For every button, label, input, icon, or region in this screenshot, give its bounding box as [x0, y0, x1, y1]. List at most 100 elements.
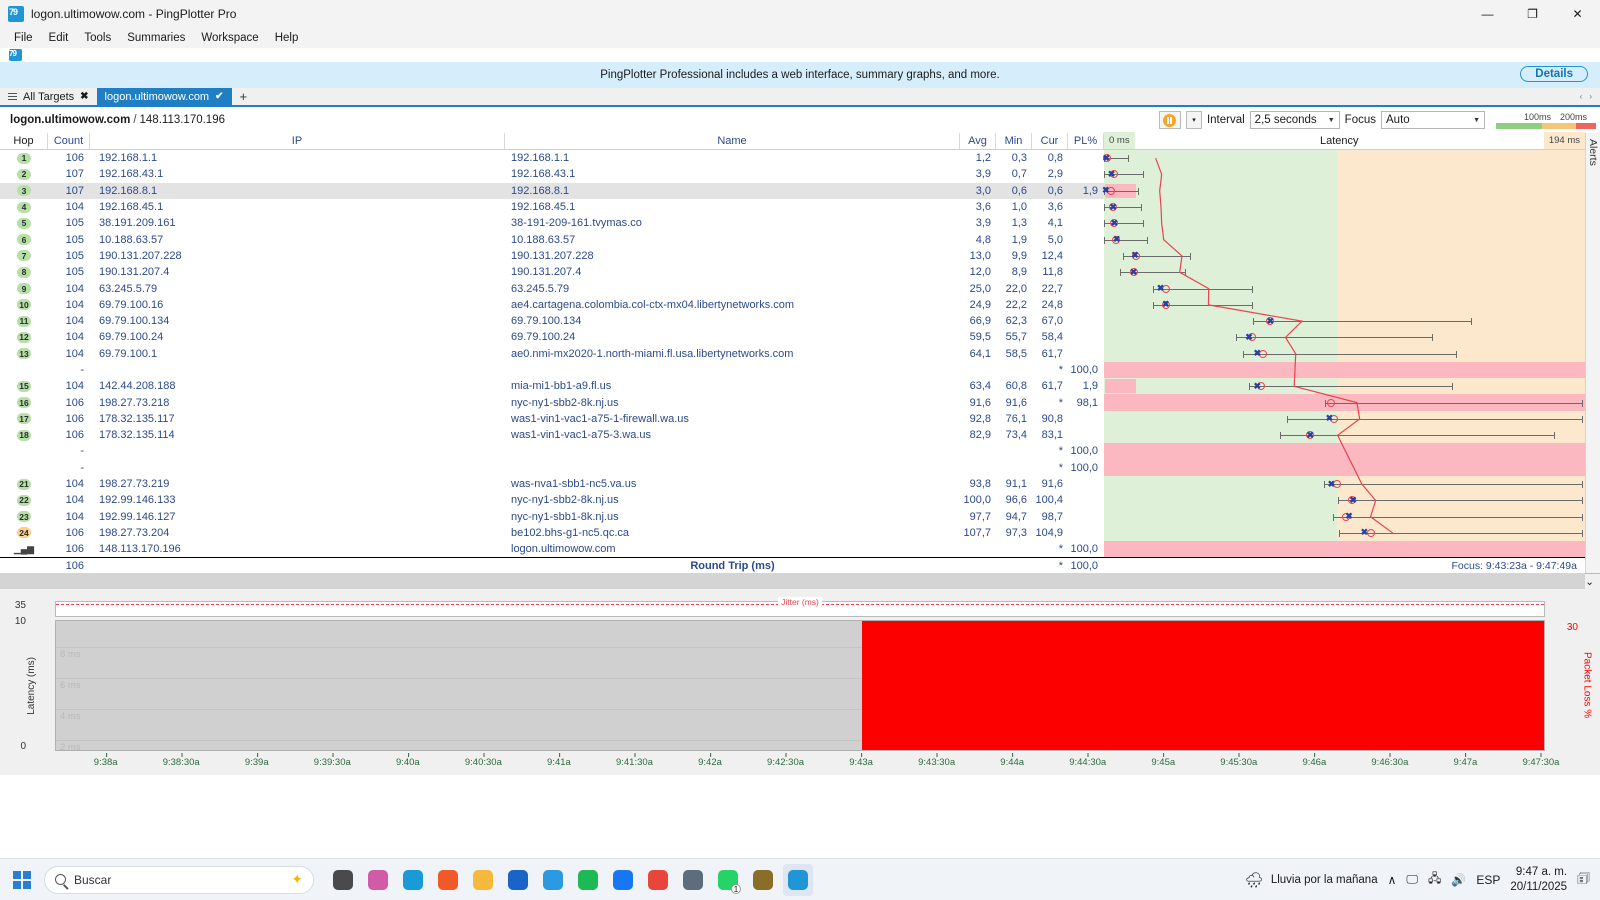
menu-summaries[interactable]: Summaries	[127, 31, 186, 44]
table-row[interactable]: 24 106 198.27.73.204 be102.bhs-g1-nc5.qc.ca…	[0, 524, 1585, 542]
latency-graph-cell[interactable]: ✖	[1104, 312, 1585, 330]
col-header-name[interactable]: Name	[505, 133, 960, 149]
table-row[interactable]: ▁▄▆ 106 148.113.170.196 logon.ultimowow.com…	[0, 541, 1585, 558]
timeline-plot-area[interactable]: 8 ms 6 ms 4 ms 2 ms	[55, 620, 1545, 753]
latency-graph-cell[interactable]: ✖	[1104, 475, 1585, 493]
table-row[interactable]: 23 104 192.99.146.127 nyc-ny1-sbb1-8k.nj.us…	[0, 508, 1585, 525]
table-row[interactable]: 21 104 198.27.73.219 was-nva1-sbb1-nc5.va.u…	[0, 475, 1585, 493]
table-row[interactable]: 2 107 192.168.43.1 192.168.43.1 3,9 0,7 2,9 ✖	[0, 166, 1585, 183]
volume-icon[interactable]: 🔊	[1451, 872, 1467, 887]
table-row[interactable]: 7 105 190.131.207.228 190.131.207.228 13,0 9,…	[0, 247, 1585, 265]
alerts-rail[interactable]: Alerts	[1585, 133, 1600, 573]
facebook-icon[interactable]	[608, 864, 638, 896]
col-header-ip[interactable]: IP	[90, 133, 505, 149]
brave-icon[interactable]	[433, 864, 463, 896]
latency-graph-cell[interactable]	[1104, 541, 1585, 558]
pause-button[interactable]	[1158, 111, 1181, 129]
menu-file[interactable]: File	[14, 31, 33, 44]
table-row[interactable]: 8 105 190.131.207.4 190.131.207.4 12,0 8,9 11,…	[0, 264, 1585, 281]
tab-logon-ultimowow[interactable]: logon.ultimowow.com ✔	[96, 88, 232, 105]
weather-widget[interactable]: 🌧 Lluvia por la mañana	[1245, 871, 1378, 889]
table-row[interactable]: 4 104 192.168.45.1 192.168.45.1 3,6 1,0 3,6 ✖	[0, 198, 1585, 216]
warcraft-icon[interactable]	[748, 864, 778, 896]
latency-graph-cell[interactable]	[1104, 443, 1585, 460]
table-row[interactable]: 1 106 192.168.1.1 192.168.1.1 1,2 0,3 0,8 ✖	[0, 150, 1585, 167]
taskbar-search[interactable]: Buscar ✦	[44, 865, 314, 894]
table-row[interactable]: - * 100,0	[0, 459, 1585, 476]
col-header-pl[interactable]: PL%	[1068, 133, 1104, 149]
spotify-icon[interactable]	[573, 864, 603, 896]
notifications-icon[interactable]: 🗊	[1577, 869, 1590, 886]
table-row[interactable]: 6 105 10.188.63.57 10.188.63.57 4,8 1,9 5,0 ✖	[0, 231, 1585, 248]
taskbar-clock[interactable]: 9:47 a. m. 20/11/2025	[1510, 865, 1567, 894]
latency-graph-cell[interactable]	[1104, 459, 1585, 476]
menu-tools[interactable]: Tools	[84, 31, 112, 44]
edge-icon[interactable]	[398, 864, 428, 896]
latency-graph-cell[interactable]: ✖	[1104, 280, 1585, 297]
table-row[interactable]: 17 106 178.32.135.117 was1-vin1-vac1-a75-1-…	[0, 410, 1585, 428]
latency-graph-cell[interactable]: ✖	[1102, 182, 1585, 199]
table-row[interactable]: - * 100,0	[0, 443, 1585, 460]
chrome-icon[interactable]	[643, 864, 673, 896]
language-indicator[interactable]: ESP	[1476, 872, 1501, 887]
col-header-hop[interactable]: Hop	[0, 133, 48, 149]
table-row[interactable]: 18 106 178.32.135.114 was1-vin1-vac1-a75-3.…	[0, 427, 1585, 444]
add-tab-button[interactable]: +	[239, 89, 248, 104]
tray-chevron-icon[interactable]: ∧	[1387, 872, 1397, 887]
microsoft-store-icon[interactable]	[503, 864, 533, 896]
details-button[interactable]: Details	[1520, 66, 1588, 82]
latency-graph-cell[interactable]	[1104, 361, 1585, 379]
onedrive-icon[interactable]	[538, 864, 568, 896]
tab-prev-icon[interactable]: ‹	[1579, 92, 1583, 101]
camera-icon[interactable]: 🖵	[1406, 872, 1418, 886]
table-row[interactable]: 9 104 63.245.5.79 63.245.5.79 25,0 22,0 22,7 ✖	[0, 280, 1585, 297]
task-view-icon[interactable]	[328, 864, 358, 896]
start-button[interactable]	[0, 870, 44, 889]
table-row[interactable]: 3 107 192.168.8.1 192.168.8.1 3,0 0,6 0,6 1,9 ✖	[0, 182, 1585, 199]
latency-graph-cell[interactable]: ✖	[1104, 329, 1585, 346]
table-row[interactable]: 13 104 69.79.100.1 ae0.nmi-mx2020-1.north-m…	[0, 345, 1585, 362]
interval-select[interactable]: 2,5 seconds ▼	[1249, 111, 1340, 129]
menu-help[interactable]: Help	[274, 31, 299, 44]
col-header-min[interactable]: Min	[996, 133, 1032, 149]
close-icon[interactable]: ✖	[80, 91, 89, 102]
table-row[interactable]: 10 104 69.79.100.16 ae4.cartagena.colombia.…	[0, 296, 1585, 313]
latency-graph-cell[interactable]: ✖	[1104, 166, 1585, 183]
col-header-cur[interactable]: Cur	[1032, 133, 1068, 149]
latency-graph-cell[interactable]: ✖	[1104, 231, 1585, 248]
latency-graph-cell[interactable]: ✖	[1104, 198, 1585, 216]
table-row[interactable]: 15 104 142.44.208.188 mia-mi1-bb1-a9.fl.us 6…	[0, 378, 1585, 395]
focus-select[interactable]: Auto ▼	[1381, 111, 1485, 129]
pause-dropdown-button[interactable]: ▾	[1185, 111, 1202, 129]
menu-workspace[interactable]: Workspace	[201, 31, 259, 44]
latency-graph-cell[interactable]: ✖	[1104, 345, 1585, 362]
calculator-icon[interactable]	[678, 864, 708, 896]
latency-graph-cell[interactable]: ✖	[1104, 508, 1585, 525]
table-row[interactable]: 5 105 38.191.209.161 38-191-209-161.tvymas.…	[0, 215, 1585, 232]
col-header-count[interactable]: Count	[48, 133, 90, 149]
latency-graph-cell[interactable]: ✖	[1104, 296, 1585, 313]
latency-graph-cell[interactable]: ✖	[1104, 215, 1585, 232]
latency-graph-cell[interactable]: ✖	[1104, 410, 1585, 428]
maximize-button[interactable]: ❐	[1527, 6, 1538, 21]
table-row[interactable]: 12 104 69.79.100.24 69.79.100.24 59,5 55,7 58,…	[0, 329, 1585, 346]
latency-graph-cell[interactable]: ✖	[1104, 427, 1585, 444]
table-row[interactable]: 22 104 192.99.146.133 nyc-ny1-sbb2-8k.nj.us…	[0, 492, 1585, 509]
col-header-avg[interactable]: Avg	[960, 133, 996, 149]
latency-graph-cell[interactable]	[1104, 394, 1585, 411]
latency-graph-cell[interactable]: ✖	[1104, 247, 1585, 265]
close-button[interactable]: ✕	[1572, 6, 1583, 21]
table-row[interactable]: - * 100,0	[0, 361, 1585, 379]
menu-edit[interactable]: Edit	[48, 31, 69, 44]
latency-graph-cell[interactable]: ✖	[1104, 378, 1585, 395]
minimize-button[interactable]: —	[1481, 6, 1494, 21]
latency-graph-cell[interactable]: ✖	[1102, 150, 1585, 167]
chevron-down-icon[interactable]: ⌄	[1585, 575, 1594, 588]
tab-all-targets[interactable]: All Targets ✖	[0, 88, 97, 105]
latency-graph-cell[interactable]: ✖	[1104, 264, 1585, 281]
copilot-icon[interactable]	[363, 864, 393, 896]
table-row[interactable]: 11 104 69.79.100.134 69.79.100.134 66,9 62,3 6…	[0, 312, 1585, 330]
file-explorer-icon[interactable]	[468, 864, 498, 896]
whatsapp-icon[interactable]: 1	[713, 864, 743, 896]
network-icon[interactable]: 🖧	[1427, 871, 1442, 885]
